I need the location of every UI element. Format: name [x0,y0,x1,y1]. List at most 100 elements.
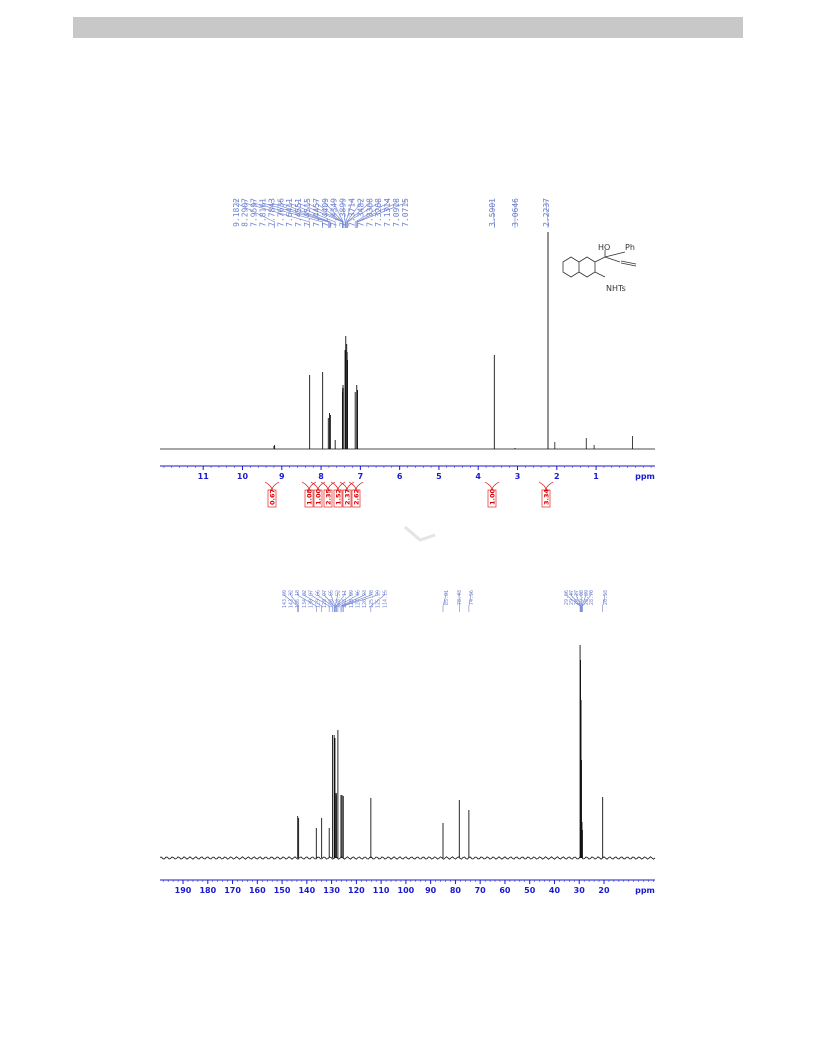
x-tick-label: 130 [323,886,340,895]
peak-label: 3.5901 [488,198,497,227]
x-tick-label: 1 [593,472,599,481]
watermark [404,525,436,542]
structure-label: Ph [625,243,635,252]
structure-label: HO [598,243,610,252]
peak-connector [357,200,406,228]
peak-label: 143.69 [282,590,288,608]
peak-connector [582,592,592,612]
peak-connector [442,592,447,612]
x-axis-label: ppm [635,886,655,895]
peak-connector [565,592,581,612]
peak-label: 7.0715 [401,198,410,227]
peak-label: 2.2237 [542,198,551,227]
peak-label: 7.8161 [259,198,268,227]
peak-connector [354,200,388,228]
integral-label: 1.08 [306,488,314,505]
x-tick-label: 70 [475,886,487,895]
x-tick-label: 160 [249,886,266,895]
peak-label: 128.09 [349,590,355,608]
integral-bracket [348,481,364,491]
x-tick-label: 7 [358,472,364,481]
peak-connector [271,200,330,228]
peak-label: 29.08 [579,590,585,605]
peak-label: 7.4515 [303,198,312,227]
peak-label: 127.46 [355,590,361,608]
x-tick-label: 30 [574,886,586,895]
x-tick-label: 140 [298,886,315,895]
peak-label: 7.7843 [267,198,276,227]
peak-connector [290,592,299,612]
x-tick-label: 80 [450,886,462,895]
integral-label: 2.35 [325,488,333,505]
integral-box [342,489,352,508]
integral-label: 2.62 [353,489,361,505]
integral-label: 2.37 [344,489,352,505]
peak-connector [347,200,379,228]
integral-label: 3.34 [543,488,551,505]
peak-label: 7.4409 [321,198,330,227]
peak-label: 7.0918 [392,198,401,227]
header-bar [73,17,743,38]
x-tick-label: 2 [554,472,560,481]
x-tick-label: 3 [515,472,521,481]
peak-label: 28.89 [584,590,590,605]
peak-connector [342,592,379,612]
x-tick-label: 50 [524,886,536,895]
peak-label: 7.1314 [383,198,392,227]
peak-label: 7.7636 [276,198,285,227]
peak-label: 134.02 [302,590,308,608]
x-tick-label: 180 [199,886,216,895]
integral-box [304,489,314,508]
peak-connector [491,200,495,228]
peak-connector [468,592,472,612]
peak-connector [602,592,606,612]
peak-label: 7.4457 [312,198,321,227]
peak-label: 74.56 [469,590,475,605]
integral-label: 1.00 [315,488,323,505]
x-tick-label: 40 [549,886,561,895]
peak-label: 29.66 [564,590,570,605]
x-tick-label: 6 [397,472,403,481]
peak-label: 128.11 [342,590,348,608]
x-tick-label: 100 [398,886,415,895]
peak-connector [334,592,338,612]
peak-label: 128.52 [335,590,341,608]
peak-label: 125.78 [369,590,375,608]
peak-connector [346,200,361,228]
x-tick-label: 170 [224,886,241,895]
integral-bracket [330,481,346,491]
peak-connector [581,592,587,612]
peak-label: 85.01 [444,590,450,605]
integral-box [487,489,497,508]
integral-box [267,489,277,508]
integral-bracket [484,481,500,491]
peak-label: 29.47 [569,590,575,605]
x-tick-label: 110 [373,886,390,895]
integral-bracket [538,481,554,491]
x-tick-label: 120 [348,886,365,895]
peak-label: 9.1822 [232,198,241,227]
x-tick-label: 190 [175,886,192,895]
peak-connector [323,592,335,612]
peak-label: 8.2907 [241,198,250,227]
peak-label: 125.29 [376,590,382,608]
peak-label: 7.6411 [285,198,294,227]
structure: HO Ph NHTs [562,243,637,293]
peak-connector [356,200,397,228]
integral-box [351,489,361,508]
peak-label: 128.65 [329,590,335,608]
peak-connector [575,592,582,612]
peak-connector [280,200,331,228]
structure-label: NHTs [606,284,626,293]
peak-connector [340,592,365,612]
peak-label: 3.0646 [511,198,520,227]
peak-connector [297,592,317,612]
peak-connector [336,592,352,612]
integral-bracket [301,481,317,491]
peak-label: 7.4349 [330,198,339,227]
peak-label: 29.27 [574,590,580,605]
spectrum-baseline [159,856,656,860]
peak-label: 128.97 [322,590,328,608]
peak-label: 20.53 [603,590,609,605]
integral-bracket [264,481,280,491]
